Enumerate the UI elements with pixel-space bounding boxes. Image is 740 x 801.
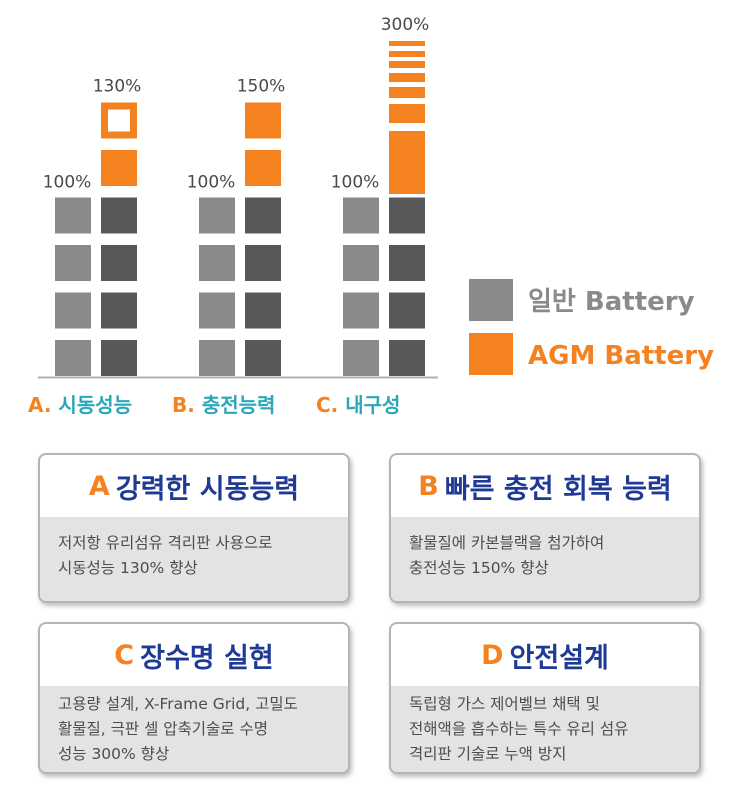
general-battery-block <box>199 340 235 376</box>
card-title: A 강력한 시동능력 <box>40 455 348 517</box>
card-line: 저저항 유리섬유 격리판 사용으로 <box>58 534 273 552</box>
card-title: D 안전설계 <box>391 624 699 686</box>
legend-swatch <box>469 333 513 375</box>
agm-battery-base-block <box>389 245 425 281</box>
card-line: 격리판 기술로 누액 방지 <box>409 745 567 763</box>
general-battery-block <box>343 292 379 329</box>
general-value-label: 100% <box>43 173 92 193</box>
general-battery-block <box>199 197 235 234</box>
agm-value-label: 300% <box>381 15 430 35</box>
general-battery-block <box>343 197 379 234</box>
card-description: 활물질에 카본블랙을 첨가하여 충전성능 150% 향상 <box>391 517 699 601</box>
agm-value-label: 130% <box>93 77 142 97</box>
card-title-text: 강력한 시동능력 <box>115 473 300 505</box>
card-line: 고용량 설계, X-Frame Grid, 고밀도 <box>58 695 298 713</box>
agm-battery-base-block <box>389 340 425 376</box>
card-description: 고용량 설계, X-Frame Grid, 고밀도 활물질, 극판 셀 압축기술… <box>40 686 348 772</box>
feature-card-d: D 안전설계 독립형 가스 제어벨브 채택 및 전해액을 흡수하는 특수 유리 … <box>389 622 701 774</box>
card-line: 충전성능 150% 향상 <box>409 559 549 577</box>
card-letter: C <box>114 639 135 671</box>
agm-stripe-block <box>389 61 425 68</box>
card-line: 활물질에 카본블랙을 첨가하여 <box>409 534 605 552</box>
agm-extra-block <box>101 150 137 186</box>
card-title: C 장수명 실현 <box>40 624 348 686</box>
legend-label: AGM Battery <box>528 341 714 371</box>
agm-stripe-block <box>389 87 425 98</box>
general-battery-block <box>55 340 91 376</box>
feature-card-c: C 장수명 실현 고용량 설계, X-Frame Grid, 고밀도 활물질, … <box>38 622 350 774</box>
general-battery-block <box>55 245 91 281</box>
card-line: 성능 300% 향상 <box>58 745 170 763</box>
card-line: 독립형 가스 제어벨브 채택 및 <box>409 695 600 713</box>
card-letter: B <box>418 470 439 502</box>
general-battery-block <box>199 245 235 281</box>
agm-stripe-block <box>389 131 425 156</box>
agm-stripe-block <box>389 73 425 82</box>
card-description: 독립형 가스 제어벨브 채택 및 전해액을 흡수하는 특수 유리 섬유 격리판 … <box>391 686 699 772</box>
agm-extra-block <box>389 152 425 184</box>
card-title-text: 장수명 실현 <box>140 642 274 674</box>
feature-card-a: A 강력한 시동능력 저저항 유리섬유 격리판 사용으로 시동성능 130% 향… <box>38 453 350 603</box>
agm-battery-base-block <box>245 292 281 329</box>
agm-battery-base-block <box>101 340 137 376</box>
agm-stripe-block <box>389 104 425 123</box>
battery-performance-chart: 100% 130% A. 시동성능 100% 150% B. 충전능력 100% 300% C.… <box>28 15 714 417</box>
general-battery-block <box>343 340 379 376</box>
card-title-text: 빠른 충전 회복 능력 <box>444 473 672 505</box>
legend-swatch <box>469 279 513 321</box>
card-letter: A <box>88 470 110 502</box>
category-label: B. 충전능력 <box>172 393 275 417</box>
agm-value-label: 150% <box>237 77 286 97</box>
general-value-label: 100% <box>187 173 236 193</box>
card-line: 활물질, 극판 셀 압축기술로 수명 <box>58 720 269 738</box>
agm-battery-base-block <box>101 245 137 281</box>
agm-extra-block <box>245 102 281 139</box>
card-description: 저저항 유리섬유 격리판 사용으로 시동성능 130% 향상 <box>40 517 348 601</box>
general-battery-block <box>199 292 235 329</box>
agm-battery-base-block <box>389 292 425 329</box>
feature-card-b: B 빠른 충전 회복 능력 활물질에 카본블랙을 첨가하여 충전성능 150% … <box>389 453 701 603</box>
general-battery-block <box>55 292 91 329</box>
agm-battery-base-block <box>101 292 137 329</box>
agm-extra-outline-block <box>101 102 137 139</box>
general-battery-block <box>55 197 91 234</box>
card-line: 시동성능 130% 향상 <box>58 559 198 577</box>
agm-battery-base-block <box>245 245 281 281</box>
agm-battery-base-block <box>101 197 137 234</box>
card-letter: D <box>481 639 504 671</box>
general-value-label: 100% <box>331 173 380 193</box>
agm-battery-base-block <box>245 197 281 234</box>
agm-stripe-block <box>389 51 425 57</box>
agm-stripe-block <box>389 41 425 46</box>
general-battery-block <box>343 245 379 281</box>
agm-extra-block <box>245 150 281 186</box>
category-label: A. 시동성능 <box>28 393 132 417</box>
legend-label: 일반 Battery <box>528 287 695 317</box>
category-label: C. 내구성 <box>316 393 400 417</box>
agm-battery-base-block <box>245 340 281 376</box>
card-line: 전해액을 흡수하는 특수 유리 섬유 <box>409 720 629 738</box>
agm-battery-base-block <box>389 197 425 234</box>
card-title-text: 안전설계 <box>509 642 609 674</box>
card-title: B 빠른 충전 회복 능력 <box>391 455 699 517</box>
